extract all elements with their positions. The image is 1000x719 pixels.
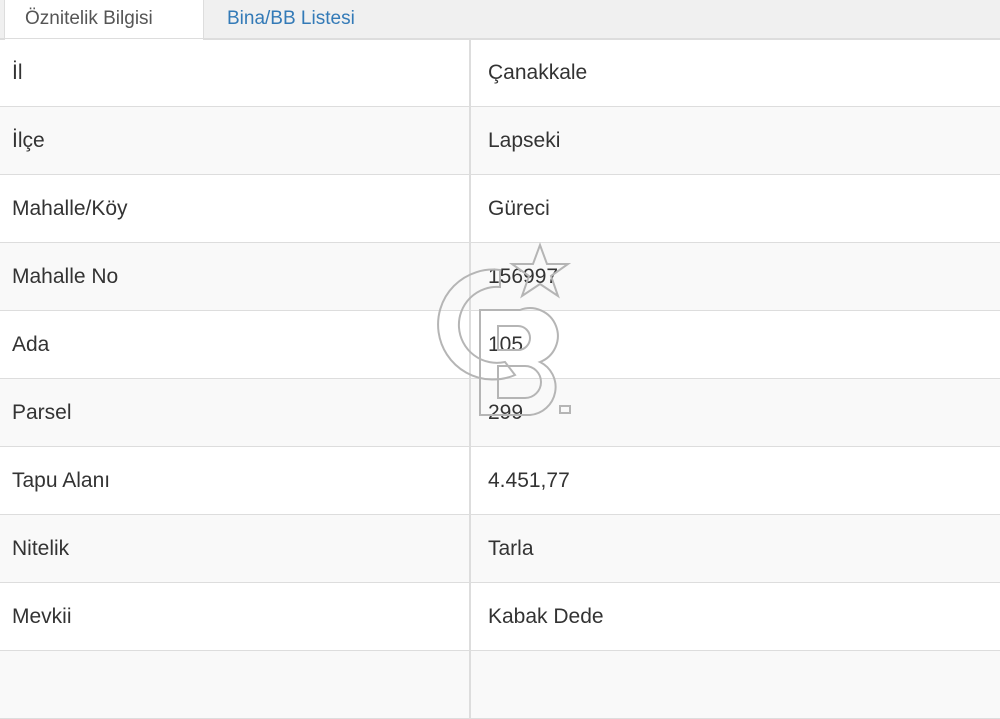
row-value: Lapseki <box>469 106 1000 175</box>
row-value: 299 <box>469 378 1000 447</box>
tab-bar: Öznitelik Bilgisi Bina/BB Listesi <box>0 0 1000 40</box>
table-row <box>0 650 1000 719</box>
table-row: Mahalle/Köy Güreci <box>0 174 1000 243</box>
table-row: Mevkii Kabak Dede <box>0 582 1000 651</box>
row-key: İl <box>0 38 470 107</box>
row-key: Nitelik <box>0 514 470 583</box>
row-value: Çanakkale <box>469 38 1000 107</box>
row-value: Güreci <box>469 174 1000 243</box>
row-value: 4.451,77 <box>469 446 1000 515</box>
table-row: Tapu Alanı 4.451,77 <box>0 446 1000 515</box>
table-row: İlçe Lapseki <box>0 106 1000 175</box>
row-key: Parsel <box>0 378 470 447</box>
row-value: 156997 <box>469 242 1000 311</box>
table-row: Ada 105 <box>0 310 1000 379</box>
table-row: İl Çanakkale <box>0 38 1000 107</box>
row-key: İlçe <box>0 106 470 175</box>
row-key: Mahalle No <box>0 242 470 311</box>
row-key: Mevkii <box>0 582 470 651</box>
row-key: Tapu Alanı <box>0 446 470 515</box>
table-row: Mahalle No 156997 <box>0 242 1000 311</box>
tab-bina-bb-listesi[interactable]: Bina/BB Listesi <box>205 0 445 38</box>
row-key: Mahalle/Köy <box>0 174 470 243</box>
row-key <box>0 650 470 719</box>
row-value: Kabak Dede <box>469 582 1000 651</box>
tab-oznitelik-bilgisi[interactable]: Öznitelik Bilgisi <box>4 0 204 40</box>
tab-label: Bina/BB Listesi <box>227 8 355 29</box>
table-row: Parsel 299 <box>0 378 1000 447</box>
row-value <box>469 650 1000 719</box>
tab-label: Öznitelik Bilgisi <box>25 8 153 29</box>
row-value: Tarla <box>469 514 1000 583</box>
row-key: Ada <box>0 310 470 379</box>
row-value: 105 <box>469 310 1000 379</box>
attribute-table: İl Çanakkale İlçe Lapseki Mahalle/Köy Güreci M… <box>0 38 1000 719</box>
table-row: Nitelik Tarla <box>0 514 1000 583</box>
